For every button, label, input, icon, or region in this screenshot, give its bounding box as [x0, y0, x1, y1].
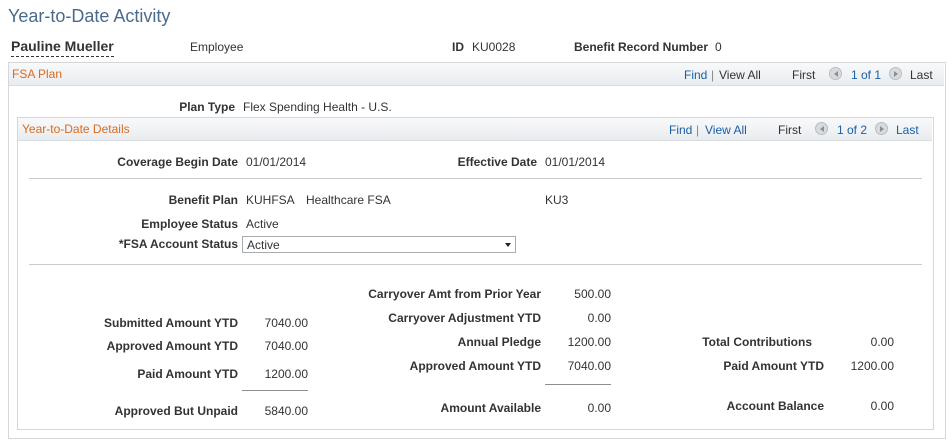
ytd-nav-separator: | [696, 123, 700, 137]
ytd-view-all[interactable]: View All [705, 123, 747, 137]
fsa-plan-header [9, 63, 944, 86]
coverage-begin-label: Coverage Begin Date [117, 155, 238, 169]
coverage-begin-value: 01/01/2014 [246, 155, 307, 169]
employee-name: Pauline Mueller [11, 38, 114, 57]
ytd-row-count: 1 of 2 [837, 123, 868, 137]
approved-ytd-value: 7040.00 [264, 339, 308, 353]
account-balance-value: 0.00 [870, 399, 894, 413]
amount-available-label: Amount Available [440, 401, 541, 415]
carryover-adj-value: 0.00 [587, 311, 611, 325]
submitted-ytd-value: 7040.00 [264, 316, 308, 330]
ytd-details-title: Year-to-Date Details [22, 122, 130, 136]
employee-status-label: Employee Status [141, 217, 238, 231]
fsa-account-status-label: *FSA Account Status [118, 237, 238, 251]
fsa-account-status-select[interactable]: Active [242, 236, 516, 253]
effective-date-label: Effective Date [457, 155, 537, 169]
ytd-first[interactable]: First [778, 123, 802, 137]
divider [29, 178, 922, 179]
ytd-prev-icon[interactable] [815, 122, 828, 136]
paid-ytd-value: 1200.00 [264, 367, 308, 381]
approved-ytd-2-value: 7040.00 [567, 359, 611, 373]
employee-type: Employee [190, 40, 244, 54]
plan-type-label: Plan Type [179, 100, 235, 114]
submitted-ytd-label: Submitted Amount YTD [104, 316, 238, 330]
annual-pledge-label: Annual Pledge [457, 335, 541, 349]
ytd-find-link[interactable]: Find [669, 123, 693, 137]
account-balance-label: Account Balance [726, 399, 824, 413]
fsa-plan-title: FSA Plan [12, 67, 63, 81]
employee-status-value: Active [246, 217, 279, 231]
sum-line [242, 390, 308, 391]
approved-unpaid-label: Approved But Unpaid [114, 404, 238, 418]
benefit-plan-name: Healthcare FSA [306, 193, 391, 207]
benefit-record-label: Benefit Record Number [574, 40, 709, 54]
fsa-view-all[interactable]: View All [719, 68, 761, 82]
benefit-plan-label: Benefit Plan [168, 193, 238, 207]
annual-pledge-value: 1200.00 [567, 335, 611, 349]
fsa-next-icon[interactable] [889, 67, 902, 81]
total-contributions-value: 0.00 [870, 335, 894, 349]
ytd-last-link[interactable]: Last [896, 123, 919, 137]
id-value: KU0028 [472, 40, 516, 54]
approved-ytd-2-label: Approved Amount YTD [409, 359, 541, 373]
fsa-prev-icon[interactable] [829, 67, 842, 81]
total-contributions-label: Total Contributions [702, 335, 812, 349]
ytd-details-header [18, 118, 932, 141]
id-label: ID [452, 40, 464, 54]
fsa-find-link[interactable]: Find [684, 68, 708, 82]
carryover-prior-value: 500.00 [574, 287, 611, 301]
paid-ytd-2-label: Paid Amount YTD [723, 359, 824, 373]
fsa-first[interactable]: First [792, 68, 816, 82]
fsa-last[interactable]: Last [910, 68, 933, 82]
fsa-account-status-value: Active [247, 238, 280, 252]
benefit-plan-code: KUHFSA [246, 193, 295, 207]
fsa-nav-separator: | [711, 68, 715, 82]
amount-available-value: 0.00 [587, 401, 611, 415]
sum-line [545, 384, 611, 385]
ytd-details-box [17, 117, 934, 430]
carryover-prior-label: Carryover Amt from Prior Year [368, 287, 541, 301]
paid-ytd-label: Paid Amount YTD [137, 367, 238, 381]
paid-ytd-2-value: 1200.00 [850, 359, 894, 373]
fsa-row-count: 1 of 1 [851, 68, 882, 82]
ytd-next-icon[interactable] [875, 122, 888, 136]
divider [29, 264, 922, 265]
effective-date-value: 01/01/2014 [545, 155, 606, 169]
benefit-record-value: 0 [715, 40, 722, 54]
approved-ytd-label: Approved Amount YTD [106, 339, 238, 353]
benefit-plan-extra: KU3 [545, 193, 569, 207]
plan-type-value: Flex Spending Health - U.S. [243, 100, 392, 114]
fsa-plan-box [8, 62, 946, 439]
approved-unpaid-value: 5840.00 [264, 404, 308, 418]
chevron-down-icon [505, 243, 511, 247]
carryover-adj-label: Carryover Adjustment YTD [388, 311, 541, 325]
page-title: Year-to-Date Activity [8, 6, 171, 26]
